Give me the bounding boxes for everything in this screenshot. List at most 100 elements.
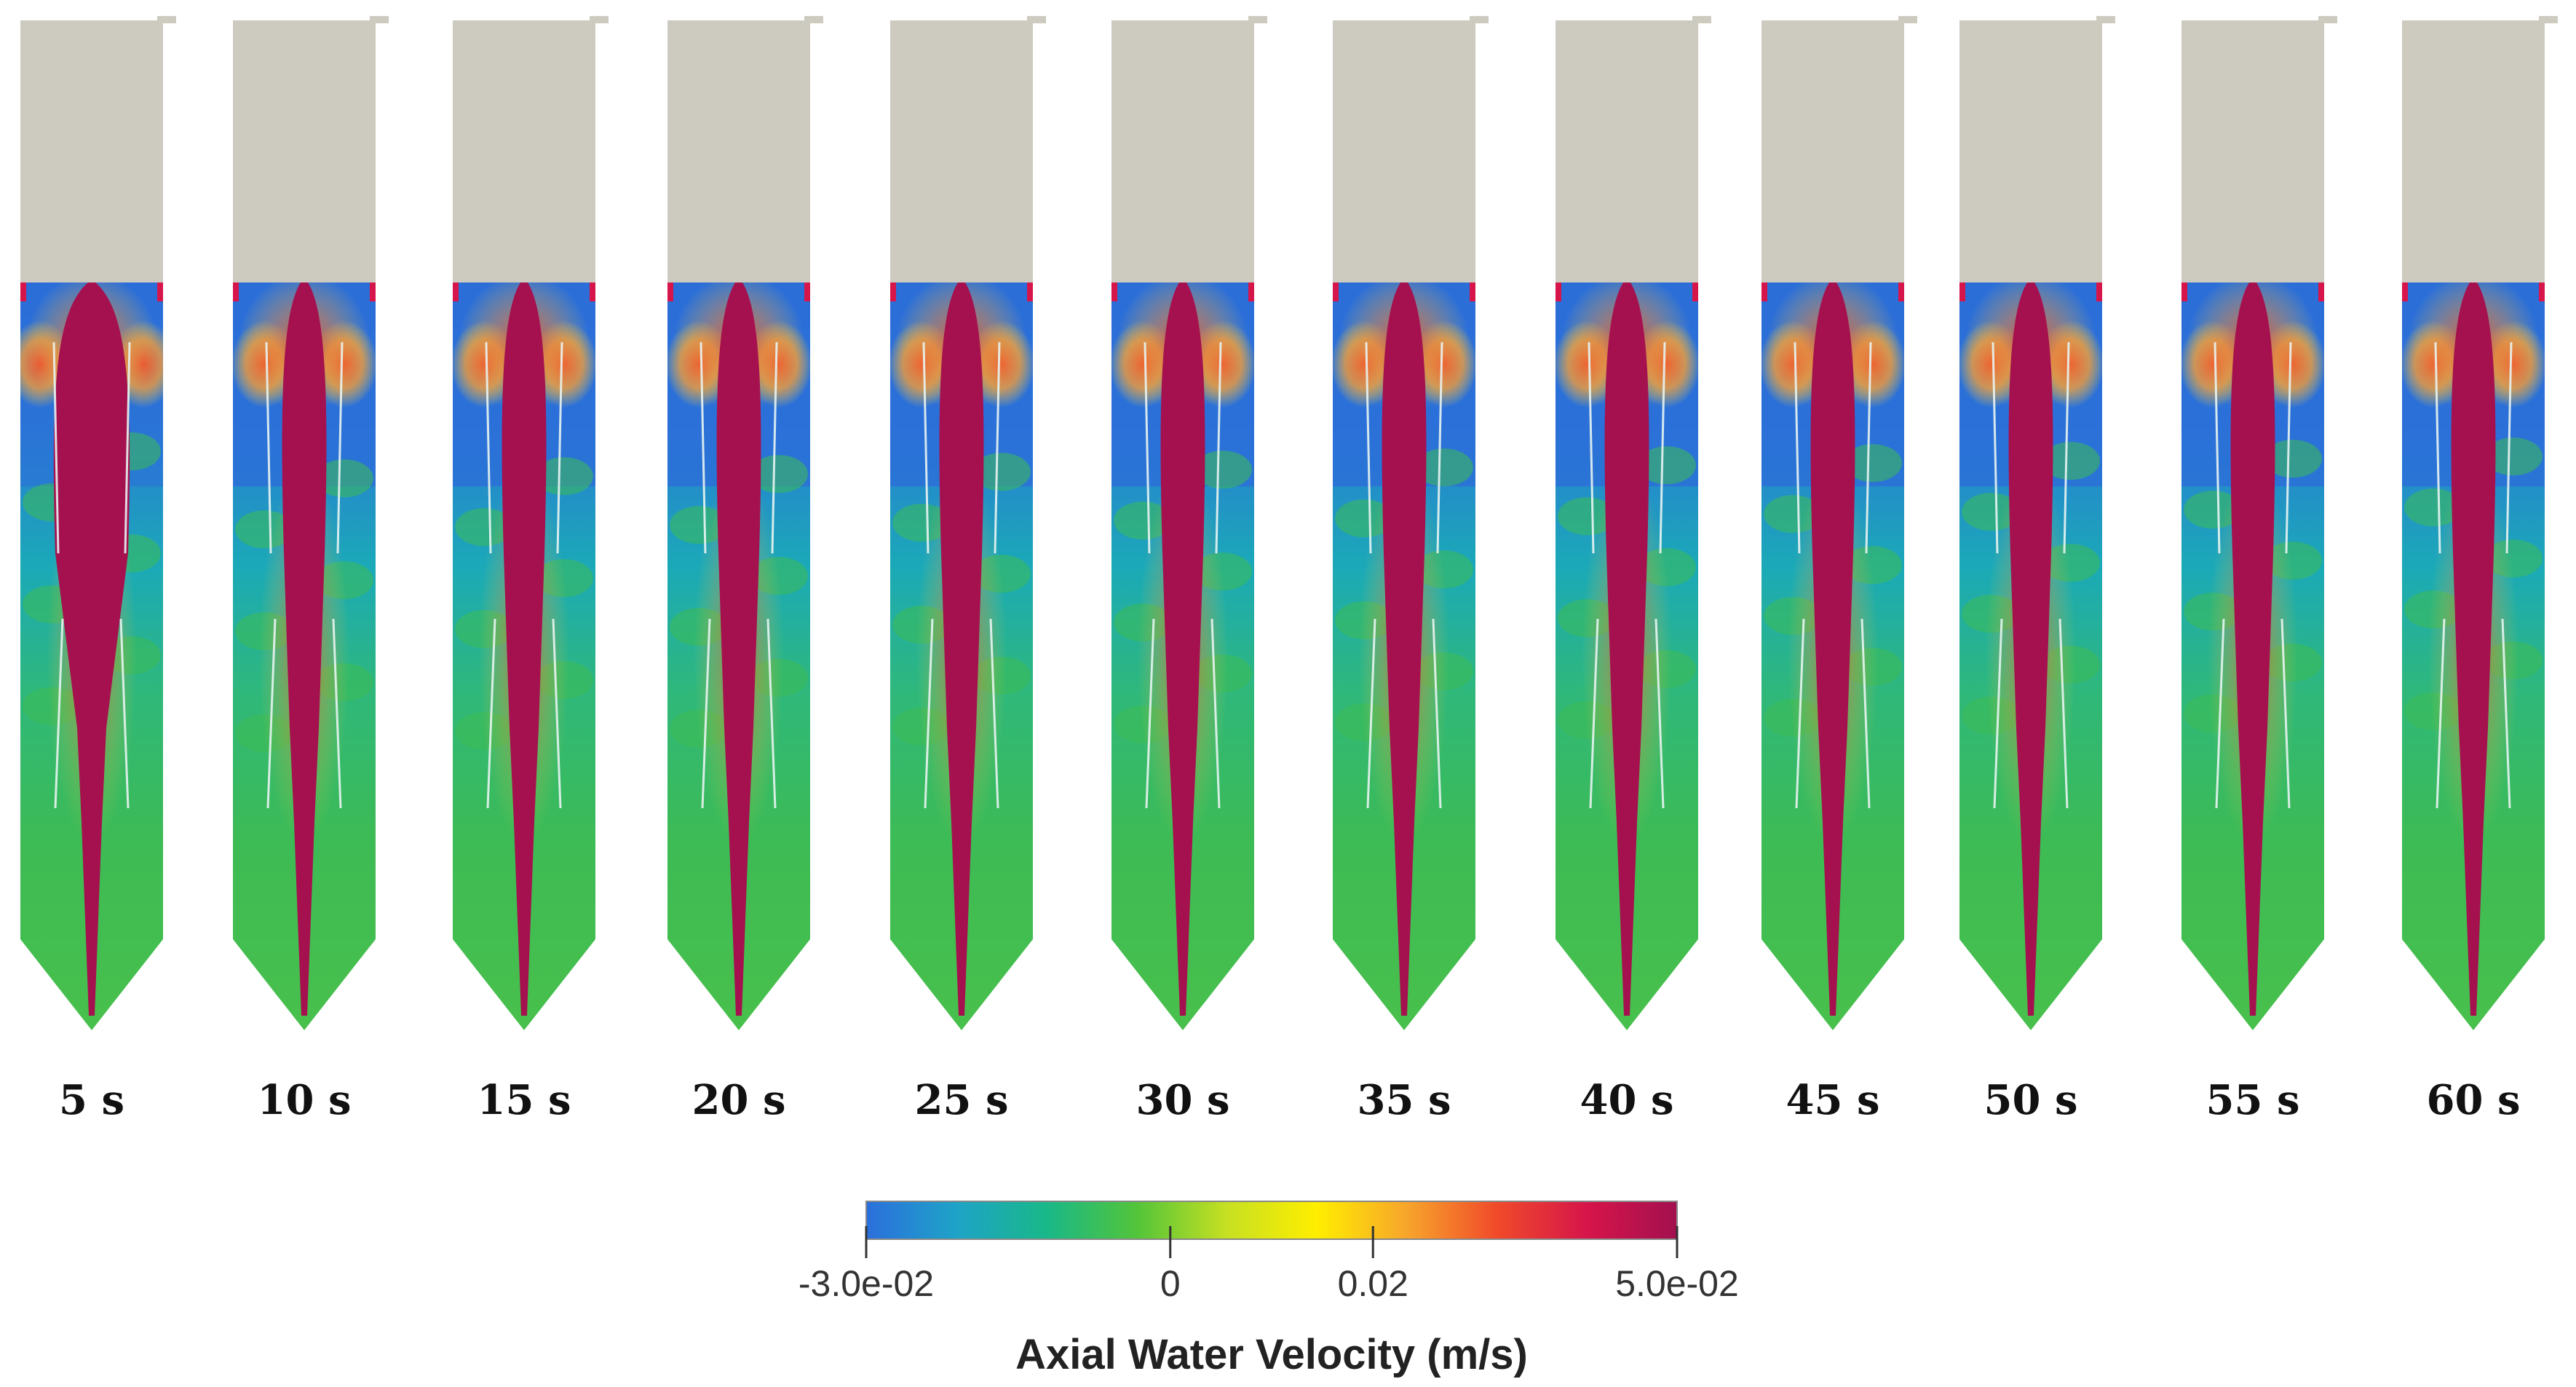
baffle-line <box>1794 341 1801 554</box>
velocity-field <box>2402 282 2545 1030</box>
simulation-panels: 5 s 10 s 15 s 20 s 25 s 30 s 35 s 40 s 45 s 50 s 5… <box>20 16 2558 1124</box>
baffle-line <box>1432 618 1442 809</box>
baffle-line <box>2505 341 2513 554</box>
baffle-line <box>2063 341 2070 554</box>
headspace-region <box>890 20 1033 282</box>
colorbar-tick-label: 5.0e-02 <box>1615 1263 1739 1304</box>
baffle-line <box>2501 618 2511 809</box>
jet-plume <box>2230 282 2275 1016</box>
baffle-line <box>552 618 562 809</box>
time-label: 50 s <box>1984 1076 2078 1124</box>
baffle-line <box>486 618 496 809</box>
baffle-line <box>1588 341 1595 554</box>
time-label: 25 s <box>915 1076 1009 1124</box>
baffle-line <box>701 618 711 809</box>
jet-plume <box>1382 282 1427 1016</box>
baffle-line <box>119 618 130 809</box>
velocity-field <box>1555 282 1698 1030</box>
headspace-region <box>233 20 376 282</box>
outlet-lip <box>1248 16 1267 23</box>
time-label: 20 s <box>692 1076 786 1124</box>
baffle-line <box>2058 618 2069 809</box>
time-label: 60 s <box>2427 1076 2521 1124</box>
headspace-region <box>20 20 163 282</box>
velocity-field <box>2181 282 2324 1030</box>
headspace-region <box>1761 20 1904 282</box>
frame-panel: 50 s <box>1959 16 2115 1124</box>
velocity-field <box>233 282 376 1030</box>
outlet-lip <box>370 16 389 23</box>
velocity-field <box>453 282 595 1030</box>
baffle-line <box>700 341 707 554</box>
colorbar-ramp <box>865 1201 1678 1240</box>
time-label: 55 s <box>2206 1076 2300 1124</box>
velocity-field <box>1111 282 1254 1030</box>
velocity-field <box>1761 282 1904 1030</box>
baffle-line <box>1210 618 1221 809</box>
jet-plume <box>1160 282 1205 1016</box>
colorbar-title: Axial Water Velocity (m/s) <box>1015 1331 1528 1378</box>
colorbar-tick-label: 0 <box>1160 1263 1181 1304</box>
baffle-line <box>1865 341 1872 554</box>
baffle-line <box>1993 618 2003 809</box>
colorbar: -3.0e-02 0 0.02 5.0e-02 Axial Water Velocity… <box>798 1201 1739 1378</box>
outlet-lip <box>1692 16 1711 23</box>
baffle-line <box>1215 341 1222 554</box>
baffle-line <box>124 341 131 554</box>
outlet-lip <box>2096 16 2115 23</box>
baffle-line <box>771 341 778 554</box>
jet-plume <box>716 282 761 1016</box>
outlet-lip <box>804 16 823 23</box>
outlet-lip <box>1027 16 1046 23</box>
frame-panel: 20 s <box>667 16 823 1124</box>
baffle-line <box>2434 341 2441 554</box>
baffle-line <box>1366 618 1376 809</box>
time-label: 40 s <box>1580 1076 1674 1124</box>
time-label: 5 s <box>59 1076 124 1124</box>
frame-panel: 15 s <box>453 16 609 1124</box>
time-label: 15 s <box>477 1076 571 1124</box>
baffle-line <box>1992 341 1999 554</box>
jet-plume <box>53 282 130 1016</box>
baffle-line <box>2280 618 2291 809</box>
frame-panel: 40 s <box>1555 16 1711 1124</box>
frame-panel: 35 s <box>1333 16 1489 1124</box>
jet-plume <box>2451 282 2496 1016</box>
frame-panel: 45 s <box>1761 16 1917 1124</box>
baffle-line <box>1145 618 1155 809</box>
headspace-region <box>453 20 595 282</box>
baffle-line <box>1436 341 1443 554</box>
time-label: 30 s <box>1136 1076 1230 1124</box>
baffle-line <box>556 341 563 554</box>
frame-panel: 55 s <box>2181 16 2337 1124</box>
baffle-line <box>1365 341 1372 554</box>
baffle-line <box>265 341 272 554</box>
headspace-region <box>1333 20 1475 282</box>
frame-panel: 60 s <box>2402 16 2558 1124</box>
baffle-line <box>1654 618 1665 809</box>
headspace-region <box>1111 20 1254 282</box>
baffle-line <box>1589 618 1599 809</box>
baffle-line <box>2214 341 2221 554</box>
jet-plume <box>502 282 547 1016</box>
baffle-line <box>922 341 930 554</box>
velocity-field <box>1959 282 2102 1030</box>
baffle-line <box>766 618 777 809</box>
headspace-region <box>667 20 810 282</box>
outlet-lip <box>1898 16 1917 23</box>
outlet-lip <box>590 16 609 23</box>
jet-plume <box>2008 282 2053 1016</box>
headspace-region <box>1959 20 2102 282</box>
baffle-line <box>54 618 64 809</box>
jet-plume <box>1604 282 1649 1016</box>
baffle-line <box>2436 618 2446 809</box>
baffle-line <box>994 341 1001 554</box>
frame-panel: 30 s <box>1111 16 1267 1124</box>
time-label: 45 s <box>1786 1076 1880 1124</box>
baffle-line <box>924 618 934 809</box>
outlet-lip <box>157 16 176 23</box>
jet-plume <box>939 282 984 1016</box>
velocity-field <box>1333 282 1475 1030</box>
frame-panel: 10 s <box>233 16 389 1124</box>
